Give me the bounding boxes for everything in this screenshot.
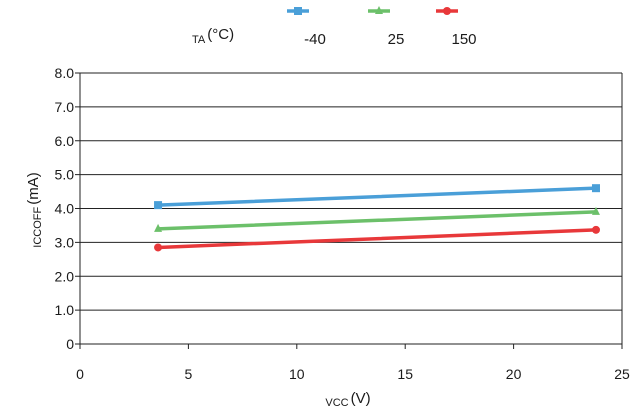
data-point-s1-0 [154, 201, 163, 210]
series-lines [154, 184, 600, 252]
legend-label-series-2: 25 [388, 31, 405, 48]
data-point-s3-1 [591, 225, 600, 234]
x-tick-label-0: 0 [76, 366, 84, 382]
y-tick-label-0: 0 [66, 336, 74, 352]
x-axis-label: VCC (V) [325, 390, 370, 409]
y-tick-label-5: 5.0 [55, 167, 75, 183]
y-axis-label: ICCOFF(mA) [25, 172, 44, 247]
series-line-3 [156, 228, 598, 250]
y-tick-label-2: 2.0 [55, 268, 75, 284]
x-tick-label-5: 25 [614, 366, 630, 382]
x-tick-label-1: 5 [185, 366, 193, 382]
y-tick-label-1: 1.0 [55, 302, 75, 318]
data-point-s1-1 [591, 184, 600, 193]
x-tick-label-3: 15 [397, 366, 413, 382]
y-axis-ticks: 0 1.0 2.0 3.0 4.0 5.0 6.0 7.0 8.0 [55, 65, 80, 352]
legend-label-series-1: -40 [304, 31, 326, 48]
y-tick-label-4: 4.0 [55, 201, 75, 217]
y-tick-label-8: 8.0 [55, 65, 75, 81]
legend-label-series-3: 150 [451, 31, 476, 48]
x-tick-label-4: 20 [506, 366, 522, 382]
data-point-s2-0 [154, 223, 163, 232]
data-point-s2-1 [591, 206, 600, 215]
legend-swatch-marker-2 [375, 6, 383, 14]
x-axis-ticks: 0 5 10 15 20 25 [76, 344, 630, 382]
y-tick-label-6: 6.0 [55, 133, 75, 149]
y-tick-label-7: 7.0 [55, 99, 75, 115]
y-tick-label-3: 3.0 [55, 234, 75, 250]
legend-swatch-marker-1 [294, 7, 302, 15]
data-point-s3-0 [154, 243, 163, 252]
legend: TA (°C) -40 25 150 [192, 6, 477, 48]
series-line-1 [156, 186, 598, 207]
series-line-2 [156, 210, 598, 231]
legend-swatch-marker-3 [443, 7, 451, 15]
legend-title: TA (°C) [192, 26, 234, 46]
x-tick-label-2: 10 [289, 366, 305, 382]
